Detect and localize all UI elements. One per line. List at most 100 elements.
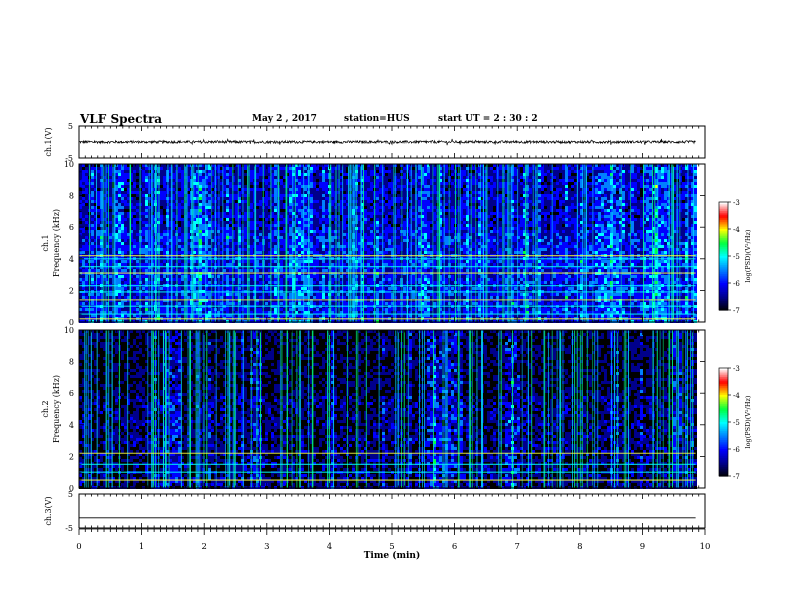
spectrogram-cell (127, 230, 130, 233)
spectrogram-cell (118, 287, 121, 290)
spectrogram-cell (145, 173, 148, 176)
spectrogram-cell (109, 182, 112, 185)
spectrogram-cell (181, 245, 184, 248)
spectrogram-cell (91, 224, 94, 227)
spectrogram-cell (82, 170, 85, 173)
spectrogram-cell (97, 203, 100, 206)
spectrogram-cell (157, 221, 160, 224)
spectrogram-cell (85, 248, 88, 251)
spectrogram-cell (163, 308, 166, 311)
spectrogram-cell (127, 170, 130, 173)
spectrogram-cell (91, 197, 94, 200)
spectrogram-cell (136, 188, 139, 191)
spectrogram-cell (97, 251, 100, 254)
spectrogram-cell (145, 224, 148, 227)
spectrogram-cell (136, 242, 139, 245)
spectrogram-cell (163, 194, 166, 197)
spectrogram-cell (97, 209, 100, 212)
spectrogram-cell (124, 233, 127, 236)
spectrogram-cell (172, 182, 175, 185)
spectrogram-cell (82, 242, 85, 245)
spectrogram-cell (157, 200, 160, 203)
spectrogram-cell (85, 269, 88, 272)
spectrogram-cell (124, 182, 127, 185)
spectrogram-cell (85, 230, 88, 233)
spectrogram-cell (181, 242, 184, 245)
spectrogram-cell (178, 182, 181, 185)
spectrogram-cell (142, 308, 145, 311)
spectrogram-cell (157, 185, 160, 188)
spectrogram-cell (172, 248, 175, 251)
spectrogram-cell (172, 293, 175, 296)
spectrogram-cell (100, 218, 103, 221)
spectrogram-cell (121, 239, 124, 242)
spectrogram-cell (109, 221, 112, 224)
spectrogram-cell (160, 167, 163, 170)
spectrogram-cell (109, 191, 112, 194)
spectrogram-cell (145, 263, 148, 266)
spectrogram-cell (124, 236, 127, 239)
spectrogram-cell (100, 302, 103, 305)
spectrogram-cell (97, 215, 100, 218)
spectrogram-cell (163, 203, 166, 206)
spectrogram-cell (124, 302, 127, 305)
spectrogram-cell (133, 182, 136, 185)
spectrogram-cell (124, 263, 127, 266)
spectrogram-cell (172, 215, 175, 218)
spectrogram-cell (118, 308, 121, 311)
spectrogram-cell (97, 275, 100, 278)
spectrogram-cell (160, 245, 163, 248)
spectrogram-cell (157, 194, 160, 197)
spectrogram-cell (163, 224, 166, 227)
spectrogram-cell (115, 245, 118, 248)
spectrogram-cell (91, 227, 94, 230)
spectrogram-cell (145, 293, 148, 296)
spectrogram-cell (91, 269, 94, 272)
spectrogram-cell (85, 302, 88, 305)
spectrogram-cell (85, 167, 88, 170)
spectrogram-cell (136, 170, 139, 173)
spectrogram-cell (163, 278, 166, 281)
spectrogram-cell (172, 251, 175, 254)
spectrogram-cell (121, 287, 124, 290)
spectrogram-cell (181, 212, 184, 215)
spectrogram-cell (118, 224, 121, 227)
spectrogram-cell (163, 227, 166, 230)
spectrogram-cell (118, 275, 121, 278)
spectrogram-cell (127, 173, 130, 176)
spectrogram-cell (160, 224, 163, 227)
spectrogram-cell (91, 209, 94, 212)
spectrogram-cell (133, 287, 136, 290)
spectrogram-cell (127, 227, 130, 230)
spectrogram-cell (115, 179, 118, 182)
spectrogram-cell (160, 173, 163, 176)
spectrogram-cell (97, 269, 100, 272)
spectrogram-cell (172, 302, 175, 305)
spectrogram-cell (172, 200, 175, 203)
spectrogram-cell (121, 218, 124, 221)
spectrogram-cell (82, 221, 85, 224)
spectrogram-cell (91, 200, 94, 203)
spectrogram-cell (145, 260, 148, 263)
spectrogram-cell (118, 185, 121, 188)
spectrogram-cell (160, 239, 163, 242)
spectrogram-cell (178, 197, 181, 200)
spectrogram-cell (91, 215, 94, 218)
spectrogram-cell (91, 248, 94, 251)
spectrogram-cell (85, 218, 88, 221)
spectrogram-cell (85, 221, 88, 224)
spectrogram-cell (121, 176, 124, 179)
spectrogram-cell (91, 194, 94, 197)
spectrogram-cell (178, 263, 181, 266)
spectrogram-cell (82, 185, 85, 188)
spectrogram-cell (181, 170, 184, 173)
spectrogram-cell (181, 311, 184, 314)
spectrogram-cell (124, 203, 127, 206)
spectrogram-cell (100, 203, 103, 206)
spectrogram-cell (127, 191, 130, 194)
spectrogram-cell (97, 197, 100, 200)
spectrogram-cell (157, 230, 160, 233)
spectrogram-cell (115, 188, 118, 191)
spectrogram-cell (133, 263, 136, 266)
spectrogram-cell (118, 221, 121, 224)
